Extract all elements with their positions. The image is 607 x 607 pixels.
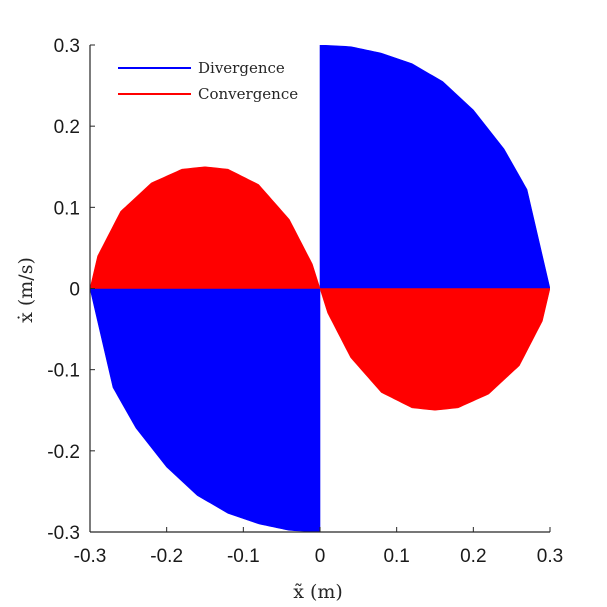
x-tick-label: -0.1 [227,546,260,567]
y-tick-label: 0.2 [54,117,80,138]
y-tick-label: 0.3 [54,36,80,57]
x-tick-label: -0.2 [150,546,183,567]
y-tick-label: -0.3 [47,523,80,544]
x-tick-label: -0.3 [74,546,107,567]
y-axis-label: ẋ (m/s) [15,257,37,323]
legend-label-convergence: Convergence [198,85,298,103]
regions-layer [90,45,550,532]
x-tick-label: 0.3 [537,546,563,567]
convergence-region-2 [319,288,550,411]
y-tick-label: 0 [69,280,80,301]
x-tick-label: 0.1 [383,546,409,567]
legend-label-divergence: Divergence [198,59,285,77]
y-tick-label: 0.1 [54,198,80,219]
x-axis-label: x̃ (m) [293,581,343,603]
legend: Divergence Convergence [118,59,298,103]
ticks-layer: -0.3 -0.2 -0.1 0 0.1 0.2 0.3 0.3 0.2 0.1 0 -0.1 -0.2… [47,36,563,567]
x-tick-label: 0.2 [460,546,486,567]
y-tick-label: -0.1 [47,361,80,382]
y-tick-label: -0.2 [47,442,80,463]
x-tick-label: 0 [315,546,326,567]
